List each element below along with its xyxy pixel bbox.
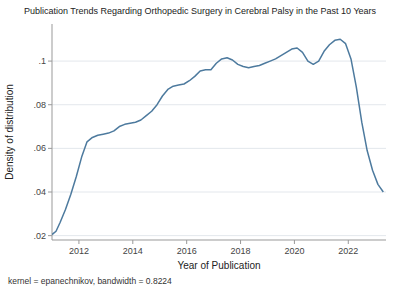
y-tick <box>48 235 52 236</box>
y-tick-label: .08 <box>33 100 46 110</box>
y-tick-label: .06 <box>33 143 46 153</box>
grid <box>52 61 386 236</box>
x-tick-label: 2022 <box>338 246 358 256</box>
x-tick-label: 2018 <box>231 246 251 256</box>
x-axis-label: Year of Publication <box>177 260 260 271</box>
footnote: kernel = epanechnikov, bandwidth = 0.822… <box>8 276 172 286</box>
y-tick <box>48 61 52 62</box>
y-tick-label: .02 <box>33 231 46 241</box>
density-line <box>52 39 383 234</box>
x-tick-label: 2014 <box>123 246 143 256</box>
x-tick-label: 2020 <box>284 246 304 256</box>
y-tick-label: .1 <box>38 56 46 66</box>
x-tick <box>186 240 187 244</box>
grid-line <box>52 148 386 149</box>
plot-area <box>52 39 383 234</box>
title: Publication Trends Regarding Orthopedic … <box>24 6 377 16</box>
y-tick-label: .04 <box>33 187 46 197</box>
x-tick <box>78 240 79 244</box>
x-tick <box>294 240 295 244</box>
y-axis-line <box>52 24 53 240</box>
x-tick <box>240 240 241 244</box>
axes: .02 .04 .06 .08 .1 2012 2014 2016 2018 2020 2022 <box>33 24 386 256</box>
y-tick <box>48 104 52 105</box>
y-tick <box>48 148 52 149</box>
x-tick <box>348 240 349 244</box>
grid-line <box>52 104 386 105</box>
chart: Publication Trends Regarding Orthopedic … <box>0 0 400 292</box>
grid-line <box>52 235 386 236</box>
grid-line <box>52 192 386 193</box>
x-tick <box>132 240 133 244</box>
x-axis-line <box>52 240 386 241</box>
y-tick <box>48 192 52 193</box>
x-tick-label: 2012 <box>69 246 89 256</box>
x-tick-label: 2016 <box>177 246 197 256</box>
y-axis-label: Density of distribution <box>4 84 15 180</box>
